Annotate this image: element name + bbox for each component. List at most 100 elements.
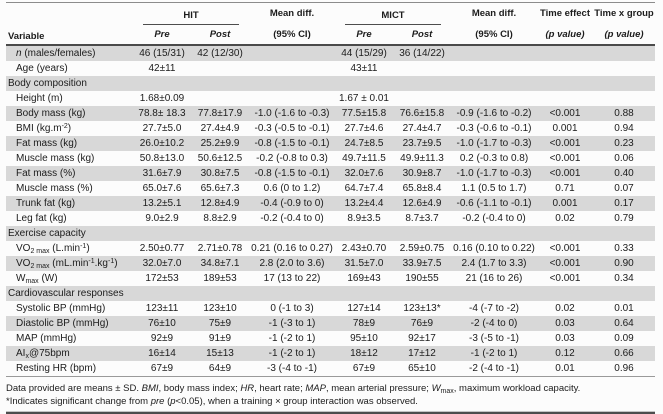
value-cell: 42 (12/30): [197, 47, 243, 59]
value-cell: [249, 61, 335, 76]
value-cell: 64±9: [191, 361, 249, 377]
value-cell: 2.8 (2.0 to 3.6): [259, 257, 325, 269]
value-cell: -2 (-4 to -1): [451, 361, 537, 377]
variable-label: VO2 max (mL.min-1.kg-1): [16, 257, 118, 270]
value-cell: 0.09: [614, 332, 634, 344]
value-cell: 27.4±4.9: [200, 122, 240, 134]
value-cell: 0.96: [593, 361, 655, 377]
value-cell: 50.8±13.0: [139, 152, 185, 164]
section-label: Body composition: [8, 77, 87, 89]
value-cell: 0.17: [614, 197, 634, 209]
variable-label: Age (years): [16, 62, 68, 74]
value-cell: 8.8±2.9: [203, 212, 237, 224]
section-row: Cardiovascular responses: [6, 286, 655, 301]
variable-label: Height (m): [16, 92, 63, 104]
value-cell: 64.7±7.4: [344, 182, 384, 194]
variable-label: Fat mass (%): [16, 167, 76, 179]
value-cell: 65.6±7.3: [200, 182, 240, 194]
mict-group-label: MICT: [345, 8, 441, 25]
value-cell: 32.0±7.6: [344, 167, 384, 179]
value-cell: <0.001: [549, 272, 581, 284]
table-row: BMI (kg.m-2) 27.7±5.0 27.4±4.9 -0.3 (-0.5 t…: [6, 121, 655, 136]
value-cell: -0.9 (-1.6 to -0.2): [456, 107, 532, 119]
table-row: Fat mass (%) 31.6±7.9 30.8±7.5 -0.8 (-1.5 t…: [6, 166, 655, 181]
value-cell: -1 (-2 to 1): [268, 347, 316, 359]
section-label: Cardiovascular responses: [8, 287, 124, 299]
value-cell: -1 (-2 to 1): [268, 332, 316, 344]
variable-label: MAP (mmHg): [16, 332, 77, 344]
table-row: Muscle mass (%) 65.0±7.6 65.6±7.3 0.6 (0 to…: [6, 181, 655, 196]
value-cell: 189±53: [203, 272, 237, 284]
value-cell: 0.34: [614, 272, 634, 284]
value-cell: 8.9±3.5: [347, 212, 381, 224]
value-cell: [593, 91, 655, 106]
table-row: Height (m) 1.68±0.09 1.67 ± 0.01: [6, 91, 655, 106]
value-cell: 24.7±8.5: [344, 137, 384, 149]
value-cell: 17 (13 to 22): [263, 272, 321, 284]
value-cell: 0.21 (0.16 to 0.27): [251, 242, 333, 254]
value-cell: 36 (14/22): [399, 47, 445, 59]
value-cell: [537, 61, 593, 76]
col-header-hit-group: HIT: [133, 3, 249, 28]
table-row: Fat mass (kg) 26.0±10.2 25.2±9.9 -0.8 (-1.5…: [6, 136, 655, 151]
value-cell: [451, 91, 537, 106]
table-row: Diastolic BP (mmHg) 76±10 75±9 -1 (-3 to 1)…: [6, 316, 655, 331]
col-subheader-ci-mict: (95% CI): [451, 27, 537, 46]
value-cell: 0.03: [555, 317, 575, 329]
value-cell: 0.71: [555, 182, 575, 194]
col-header-mean-diff-mict: Mean diff.: [471, 8, 517, 19]
value-cell: 0.06: [614, 152, 634, 164]
value-cell: 92±9: [150, 332, 174, 344]
value-cell: -2 (-4 to 0): [470, 317, 518, 329]
results-table: Variable HIT Mean diff. MICT Mean diff. …: [6, 2, 655, 377]
value-cell: 2.59±0.75: [399, 242, 445, 254]
col-header-variable: Variable: [6, 2, 133, 46]
value-cell: 8.7±3.7: [405, 212, 439, 224]
value-cell: 32.0±7.0: [142, 257, 182, 269]
value-cell: 1.67 ± 0.01: [339, 92, 389, 104]
value-cell: 190±55: [405, 272, 439, 284]
value-cell: 65.8±8.4: [402, 182, 442, 194]
value-cell: 15±13: [206, 347, 234, 359]
variable-label: Trunk fat (kg): [16, 197, 76, 209]
table-row: AIx@75bpm 16±14 15±13 -1 (-2 to 1) 18±12 17±1…: [6, 346, 655, 361]
variable-label: Leg fat (kg): [16, 212, 67, 224]
value-cell: 2.43±0.70: [341, 242, 387, 254]
value-cell: 50.6±12.5: [197, 152, 243, 164]
value-cell: -0.2 (-0.4 to 0): [260, 212, 324, 224]
value-cell: 26.0±10.2: [139, 137, 185, 149]
value-cell: -0.2 (-0.4 to 0): [462, 212, 526, 224]
value-cell: 27.7±4.6: [344, 122, 384, 134]
value-cell: 12.6±4.9: [402, 197, 442, 209]
value-cell: <0.001: [549, 107, 581, 119]
hit-group-label: HIT: [143, 8, 239, 25]
value-cell: 1.68±0.09: [139, 92, 185, 104]
table-row: Age (years) 42±11 43±11: [6, 61, 655, 76]
value-cell: <0.001: [549, 242, 581, 254]
value-cell: 123±10: [203, 302, 237, 314]
table-row: n (males/females) 46 (15/31) 42 (12/30) 44 …: [6, 45, 655, 61]
value-cell: [451, 45, 537, 61]
table-header: Variable HIT Mean diff. MICT Mean diff. …: [6, 2, 655, 46]
value-cell: 0.94: [614, 122, 634, 134]
value-cell: 0.001: [552, 122, 578, 134]
value-cell: -1.0 (-1.7 to -0.3): [456, 137, 532, 149]
value-cell: 65±10: [393, 361, 451, 377]
variable-label: Resting HR (bpm): [6, 361, 133, 377]
value-cell: 42±11: [148, 62, 176, 74]
value-cell: 17±12: [408, 347, 436, 359]
value-cell: 34.8±7.1: [200, 257, 240, 269]
value-cell: 30.9±8.7: [402, 167, 442, 179]
value-cell: [537, 45, 593, 61]
value-cell: [191, 61, 249, 76]
variable-label: Systolic BP (mmHg): [16, 302, 106, 314]
value-cell: <0.001: [549, 152, 581, 164]
col-header-mict-group: MICT: [335, 3, 451, 28]
value-cell: 0.01: [537, 361, 593, 377]
table-row: Leg fat (kg) 9.0±2.9 8.8±2.9 -0.2 (-0.4 to …: [6, 211, 655, 226]
value-cell: 27.4±4.7: [402, 122, 442, 134]
value-cell: -0.8 (-1.5 to -0.1): [254, 137, 330, 149]
value-cell: 0.2 (-0.3 to 0.8): [459, 152, 529, 164]
value-cell: 169±43: [347, 272, 381, 284]
value-cell: -0.4 (-0.9 to 0): [260, 197, 324, 209]
